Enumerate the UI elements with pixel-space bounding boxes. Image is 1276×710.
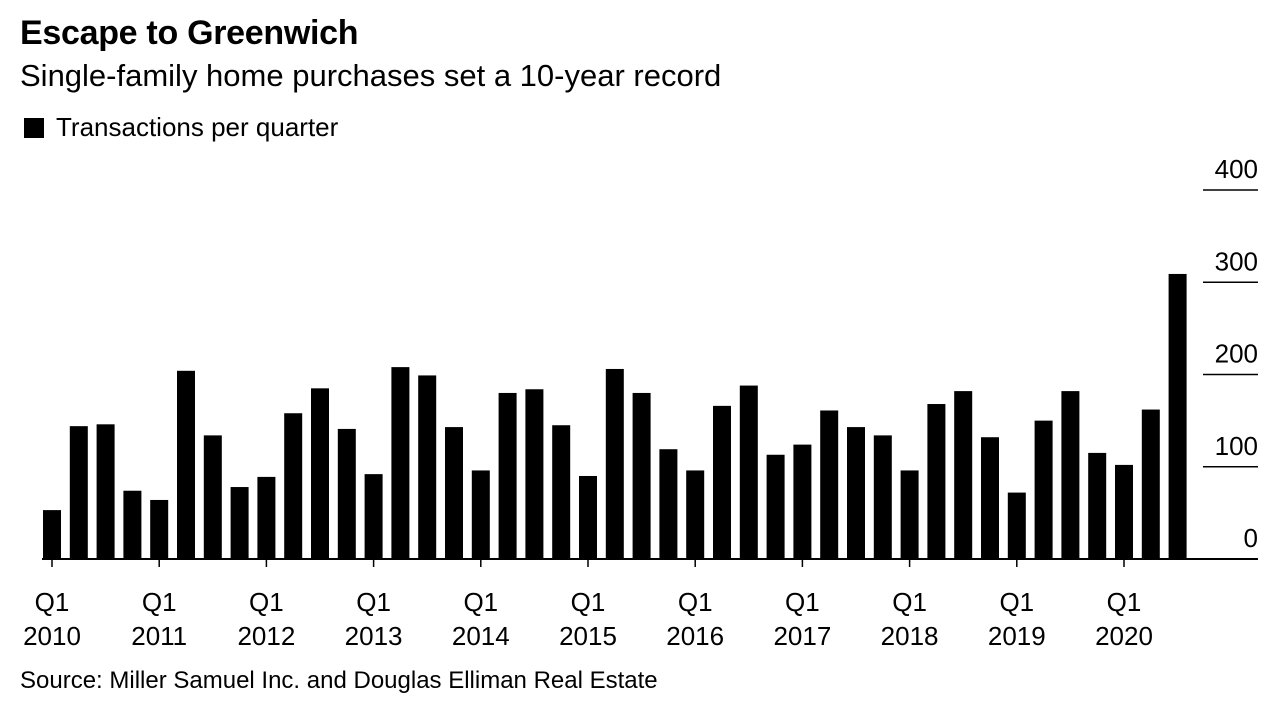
bar [43,510,61,559]
bar [981,437,999,559]
x-tick-label-year: 2012 [237,621,295,651]
bar [177,370,195,559]
x-tick-label-quarter: Q1 [892,587,927,617]
bar [96,424,115,559]
bar [1115,464,1133,559]
bar [766,454,785,559]
x-tick-label-year: 2013 [345,621,403,651]
y-tick-label: 200 [1215,339,1258,369]
bar [471,470,490,559]
bar [927,404,946,559]
bar [123,490,142,559]
y-tick-label: 400 [1215,154,1258,184]
bar [69,426,88,559]
bar [418,375,437,559]
bar [739,385,758,559]
bar [150,499,169,559]
y-tick-label: 0 [1244,523,1258,553]
x-tick-label-quarter: Q1 [571,587,606,617]
x-tick-label-quarter: Q1 [999,587,1034,617]
bar [900,470,919,559]
x-tick-label-year: 2019 [988,621,1046,651]
bar [820,410,839,559]
bar [1088,452,1107,559]
bar [579,475,597,559]
x-tick-label-year: 2017 [773,621,831,651]
bar [954,391,973,559]
x-tick-label-quarter: Q1 [785,587,820,617]
chart-title: Escape to Greenwich [20,14,359,52]
bar [847,427,865,559]
x-tick-label-year: 2018 [881,621,939,651]
bar [713,405,731,559]
x-tick-label-quarter: Q1 [142,587,177,617]
bar [793,444,812,559]
bar [1141,409,1160,559]
x-tick-label-year: 2011 [131,621,187,651]
bar [1061,391,1080,559]
bar [230,487,249,559]
legend-label: Transactions per quarter [56,112,339,142]
bar [498,392,517,559]
bar [659,449,678,559]
x-tick-label-quarter: Q1 [463,587,498,617]
x-tick-label-year: 2014 [452,621,510,651]
bar [337,428,356,559]
x-tick-label-quarter: Q1 [678,587,713,617]
bar [605,368,624,559]
bar [1007,492,1026,559]
bar [257,476,276,559]
x-tick-label-quarter: Q1 [356,587,391,617]
bar [632,392,651,559]
bar [391,367,410,559]
bar [525,389,544,559]
bar [284,413,303,559]
x-tick-label-quarter: Q1 [1107,587,1142,617]
x-tick-label-year: 2015 [559,621,617,651]
x-tick-label-quarter: Q1 [35,587,70,617]
bar [686,470,705,559]
x-tick-label-year: 2010 [23,621,81,651]
bar [203,435,222,559]
bar [552,425,571,559]
y-tick-label: 100 [1215,431,1258,461]
chart-subtitle: Single-family home purchases set a 10-ye… [20,58,722,93]
x-tick-label-year: 2016 [666,621,724,651]
bar [445,427,463,559]
x-tick-label-quarter: Q1 [249,587,284,617]
bar [1034,420,1053,559]
y-tick-label: 300 [1215,246,1258,276]
source-note: Source: Miller Samuel Inc. and Douglas E… [20,667,658,694]
bar [311,388,329,559]
bar [364,474,383,559]
x-tick-label-year: 2020 [1095,621,1153,651]
bar [1168,273,1187,559]
legend-swatch [24,117,44,138]
bar [873,435,892,559]
legend: Transactions per quarter [24,112,338,143]
